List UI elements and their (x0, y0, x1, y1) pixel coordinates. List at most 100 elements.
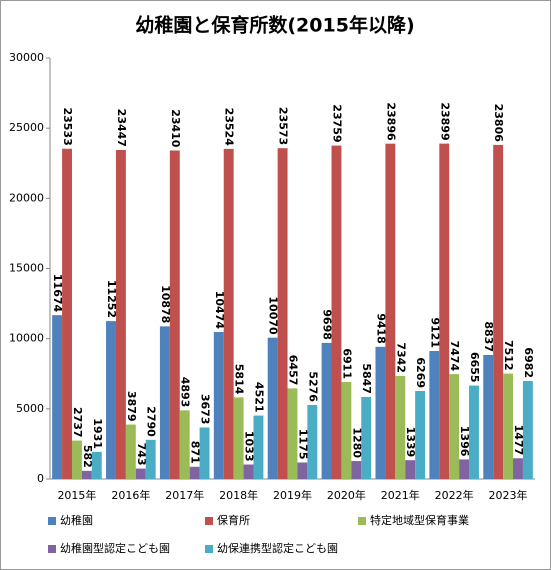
data-label: 6982 (522, 347, 535, 378)
data-label: 5814 (233, 364, 246, 395)
legend-swatch (48, 545, 56, 553)
data-label: 3879 (125, 391, 138, 422)
data-label: 7342 (394, 342, 407, 373)
data-label: 23899 (438, 102, 451, 140)
data-label: 10070 (267, 296, 280, 335)
bar (297, 462, 308, 479)
data-label: 9418 (374, 313, 387, 344)
data-label: 23447 (115, 109, 128, 147)
data-label: 10878 (159, 285, 172, 323)
data-label: 3673 (199, 394, 212, 425)
bar (321, 342, 332, 479)
x-tick-label: 2017年 (165, 488, 204, 502)
data-label: 23524 (223, 108, 236, 147)
bar (277, 148, 288, 479)
bar (513, 458, 523, 479)
bar (199, 427, 210, 479)
legend-label: 保育所 (217, 513, 250, 527)
data-label: 23573 (277, 107, 290, 145)
bar (351, 461, 362, 479)
data-label: 23806 (492, 104, 505, 143)
bar (213, 332, 224, 479)
bar (106, 321, 116, 479)
bar (62, 148, 72, 479)
bar (307, 404, 318, 479)
data-label: 5276 (306, 371, 319, 402)
bar (267, 337, 278, 479)
data-label: 582 (81, 445, 94, 468)
data-label: 5847 (360, 363, 373, 394)
data-label: 1339 (404, 427, 417, 458)
bar (233, 397, 244, 479)
bar (81, 470, 92, 479)
legend-label: 幼保連携型認定こども園 (217, 541, 338, 555)
legend-label: 特定地域型保育事業 (370, 513, 469, 527)
x-tick-label: 2016年 (111, 488, 150, 502)
data-label: 6911 (340, 348, 353, 379)
data-label: 23759 (330, 104, 343, 142)
chart-title: 幼稚園と保育所数(2015年以降) (135, 14, 414, 37)
y-tick-label: 15000 (9, 262, 44, 275)
bar (439, 143, 450, 479)
legend-swatch (48, 517, 56, 525)
data-label: 2790 (145, 406, 158, 437)
data-label: 1477 (512, 425, 525, 456)
bar (179, 410, 190, 479)
bar (395, 375, 406, 479)
x-tick-label: 2020年 (327, 488, 366, 502)
y-tick-label: 10000 (9, 332, 44, 345)
bar (91, 451, 102, 479)
bar (145, 439, 156, 479)
bar (115, 149, 126, 479)
x-tick-label: 2022年 (435, 488, 474, 502)
bar (253, 415, 264, 479)
bar (169, 150, 180, 479)
y-tick-label: 0 (37, 472, 44, 485)
data-label: 9698 (321, 309, 334, 340)
bar (361, 396, 372, 479)
x-tick-label: 2019年 (273, 488, 312, 502)
data-label: 1033 (243, 431, 256, 462)
data-label: 9121 (428, 317, 441, 348)
bar (493, 144, 504, 479)
bar (415, 391, 426, 479)
y-tick-label: 25000 (9, 121, 44, 134)
data-label: 11674 (51, 274, 64, 313)
data-label: 7512 (502, 340, 515, 371)
bar (459, 459, 470, 479)
bar (375, 346, 386, 479)
data-label: 1396 (458, 426, 471, 457)
x-tick-label: 2021年 (381, 488, 420, 502)
data-label: 871 (189, 441, 202, 464)
data-label: 8837 (482, 321, 495, 352)
bar (503, 373, 514, 479)
x-tick-label: 2015年 (57, 488, 96, 502)
data-label: 1280 (350, 427, 363, 458)
bar (469, 385, 479, 479)
data-label: 743 (135, 443, 148, 466)
bar (449, 374, 460, 479)
bar (223, 148, 234, 479)
y-tick-label: 20000 (9, 191, 44, 204)
data-label: 4521 (252, 382, 265, 413)
data-label: 1175 (296, 429, 309, 460)
legend-swatch (358, 517, 366, 525)
data-label: 6457 (287, 355, 300, 386)
bar (429, 351, 440, 479)
bar (125, 424, 136, 479)
data-label: 11252 (105, 280, 118, 318)
bar (483, 354, 494, 479)
data-label: 6655 (468, 352, 481, 383)
x-tick-label: 2018年 (219, 488, 258, 502)
data-label: 2737 (71, 407, 84, 438)
data-label: 4893 (179, 377, 192, 408)
data-label: 6269 (414, 357, 427, 388)
legend-label: 幼稚園 (60, 514, 93, 527)
bar (135, 468, 146, 479)
bar (341, 382, 352, 479)
bar (331, 145, 342, 479)
bar (243, 464, 254, 479)
